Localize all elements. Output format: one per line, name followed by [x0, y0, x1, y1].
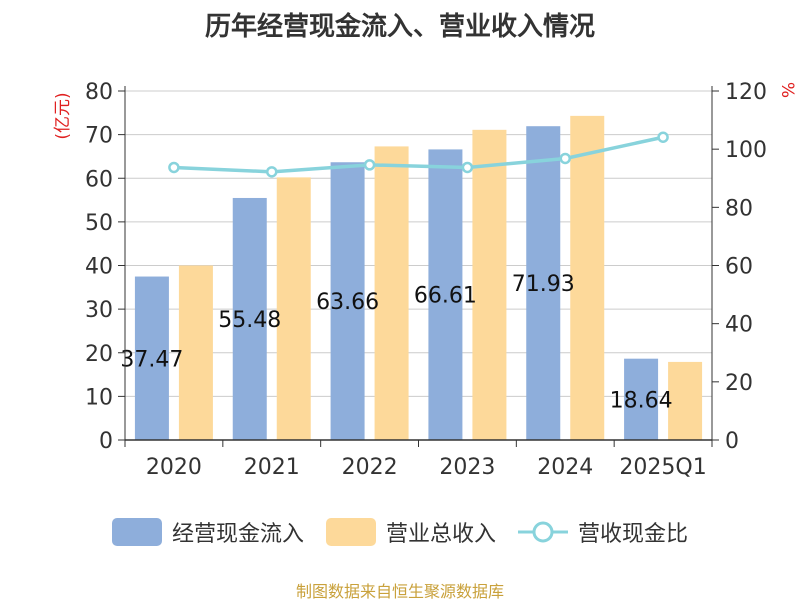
x-axis-tick-label: 2022 — [342, 455, 398, 480]
right-axis-tick-label: 100 — [725, 138, 767, 163]
bar-value-label: 55.48 — [218, 308, 281, 333]
left-axis-tick-label: 40 — [85, 255, 113, 280]
ratio-point — [266, 166, 278, 178]
bar-cash-inflow — [330, 162, 365, 440]
legend-label-ratio: 营收现金比 — [578, 522, 689, 547]
bar-cash-inflow — [526, 126, 561, 440]
right-axis-tick-label: 20 — [725, 371, 753, 396]
bar-value-label: 37.47 — [120, 347, 183, 372]
bar-revenue — [570, 115, 605, 441]
ratio-line-series — [168, 131, 669, 178]
bar-value-label: 71.93 — [512, 272, 575, 297]
ratio-point — [363, 159, 376, 171]
bar-revenue — [668, 361, 703, 440]
x-axis-tick-label: 2023 — [439, 455, 495, 480]
right-axis-tick-label: 40 — [725, 313, 753, 338]
left-axis-tick-label: 80 — [85, 80, 113, 105]
legend-label-cash-inflow: 经营现金流入 — [171, 522, 304, 547]
legend: 经营现金流入 营业总收入 营收现金比 — [0, 516, 800, 548]
left-axis-tick-label: 70 — [85, 124, 113, 149]
left-axis-label: (亿元) — [53, 92, 73, 139]
bar-revenue — [178, 265, 213, 440]
bar-value-label: 66.61 — [414, 284, 477, 309]
legend-label-revenue: 营业总收入 — [385, 522, 496, 547]
bar-cash-inflow — [134, 276, 169, 440]
right-axis-label: % — [777, 82, 797, 98]
right-axis-tick-label: 120 — [725, 80, 767, 105]
bar-value-labels: 37.47 55.48 63.66 66.61 71.93 18.64 — [120, 272, 672, 413]
x-axis-tick-label: 2021 — [244, 455, 300, 480]
ratio-point — [657, 131, 669, 143]
x-axis-tick-label: 2024 — [537, 455, 593, 480]
legend-swatch-cash-inflow — [111, 518, 162, 546]
legend-item-revenue[interactable]: 营业总收入 — [325, 516, 496, 548]
bar-revenue — [276, 177, 311, 440]
bar-cash-inflow — [624, 358, 659, 440]
source-note: 制图数据来自恒生聚源数据库 — [295, 582, 504, 601]
legend-swatch-revenue — [325, 518, 376, 546]
bar-cash-inflow — [232, 197, 267, 440]
bar-series — [134, 115, 703, 441]
x-axis-tick-label: 2025Q1 — [619, 455, 706, 480]
bar-value-label: 63.66 — [316, 290, 379, 315]
right-axis-tick-label: 60 — [725, 255, 753, 280]
bar-value-label: 18.64 — [610, 388, 673, 413]
bar-cash-inflow — [428, 149, 463, 440]
left-axis-tick-label: 20 — [85, 342, 113, 367]
legend-item-ratio[interactable]: 营收现金比 — [518, 516, 688, 548]
ratio-point — [559, 152, 571, 165]
right-axis-tick-label: 0 — [725, 429, 739, 454]
ratio-line — [173, 135, 664, 174]
right-axis-tick-label: 80 — [725, 196, 753, 221]
legend-swatch-ratio — [518, 518, 568, 546]
left-axis-tick-label: 0 — [99, 429, 113, 454]
left-axis-tick-label: 50 — [85, 211, 113, 236]
bar-revenue — [374, 146, 409, 440]
ratio-point — [461, 161, 474, 174]
legend-item-cash-inflow[interactable]: 经营现金流入 — [111, 516, 304, 548]
left-axis-tick-label: 30 — [85, 298, 113, 323]
left-axis-tick-label: 60 — [85, 167, 113, 192]
bar-revenue — [472, 129, 507, 441]
ratio-point — [168, 161, 180, 174]
chart-title: 历年经营现金流入、营业收入情况 — [204, 12, 595, 42]
x-axis-tick-label: 2020 — [146, 455, 202, 480]
axes: 0 10 20 30 40 50 60 70 80 0 20 40 60 80 100 120 (亿元)% 202… — [53, 80, 797, 480]
left-axis-tick-label: 10 — [85, 385, 113, 410]
